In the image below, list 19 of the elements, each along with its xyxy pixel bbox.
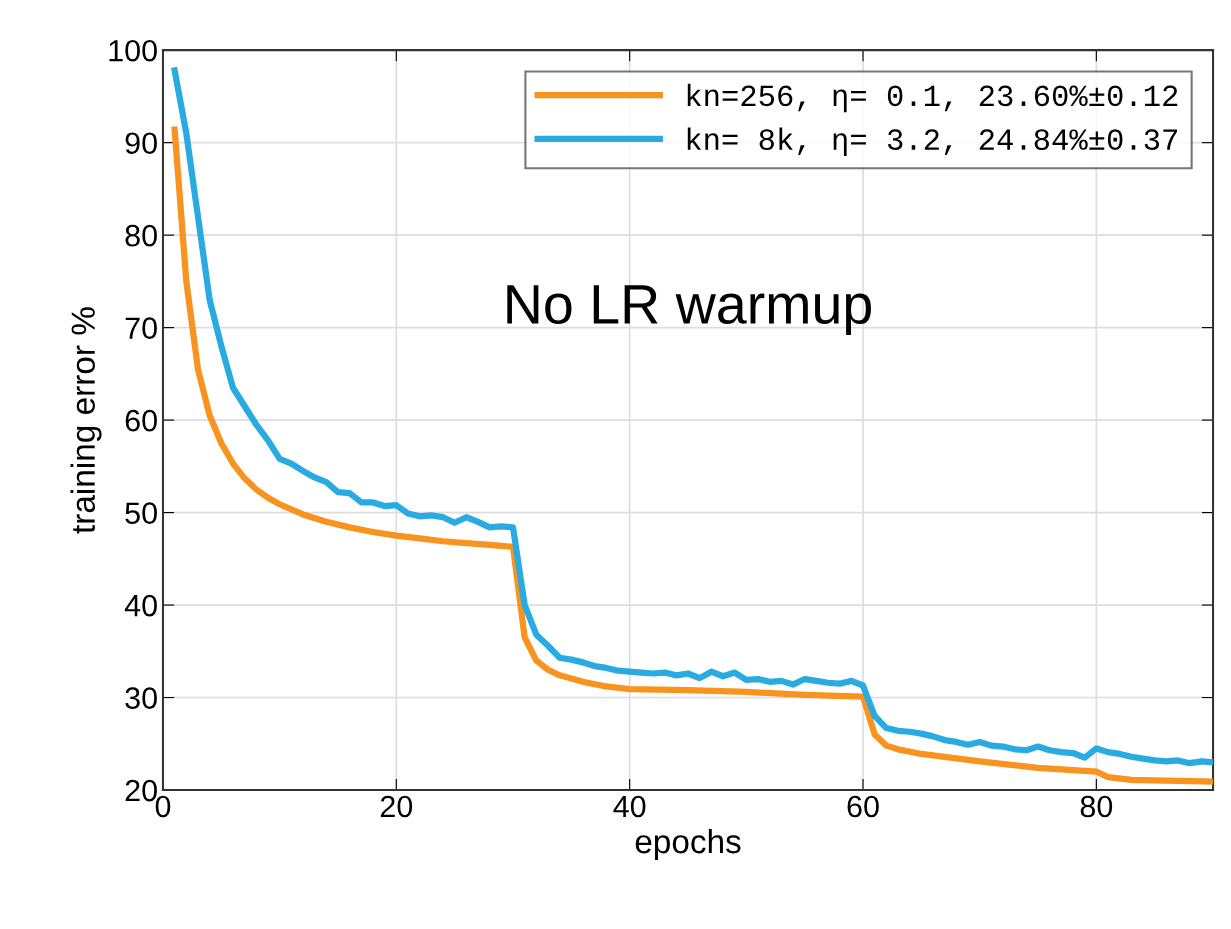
y-tick-label: 60	[125, 409, 157, 432]
x-tick-label: 60	[847, 795, 879, 818]
x-tick-label: 80	[1080, 795, 1113, 818]
legend-label: kn= 8k, η= 3.2, 24.84%±0.37	[687, 127, 1177, 157]
y-tick-label: 40	[124, 594, 157, 617]
legend-label: kn=256, η= 0.1, 23.60%±0.12	[687, 83, 1178, 113]
x-tick-label: 20	[380, 795, 413, 818]
y-tick-label: 20	[125, 779, 157, 802]
y-tick-label: 100	[109, 39, 157, 62]
annotation: No LR warmup	[507, 285, 871, 336]
y-tick-label: 70	[125, 317, 157, 339]
y-tick-label: 50	[125, 502, 157, 524]
y-axis-title: training error %	[70, 307, 102, 534]
x-tick-label: 40	[613, 795, 646, 818]
y-tick-label: 30	[125, 687, 157, 709]
y-tick-label: 90	[125, 132, 157, 155]
x-tick-label: 0	[155, 795, 171, 818]
y-tick-label: 80	[125, 224, 157, 247]
x-axis-title: epochs	[635, 828, 741, 860]
